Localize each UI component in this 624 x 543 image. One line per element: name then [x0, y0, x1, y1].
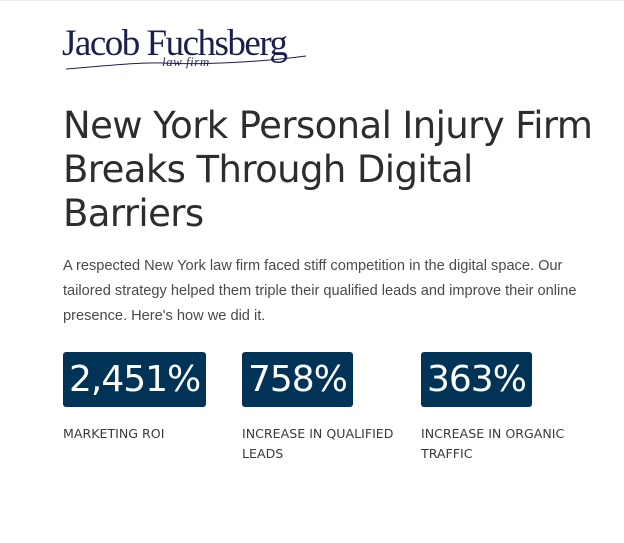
page-title: New York Personal Injury Firm Breaks Thr…: [63, 104, 593, 235]
intro-paragraph: A respected New York law firm faced stif…: [63, 258, 577, 324]
stat-label: INCREASE IN QUALIFIED LEADS: [242, 426, 394, 461]
stat-organic-traffic: 363% INCREASE IN ORGANIC TRAFFIC: [421, 352, 596, 464]
firm-logo[interactable]: Jacob Fuchsberg law firm: [62, 22, 312, 76]
stat-qualified-leads: 758% INCREASE IN QUALIFIED LEADS: [242, 352, 412, 464]
top-divider: [0, 0, 624, 1]
stat-label: INCREASE IN ORGANIC TRAFFIC: [421, 426, 565, 461]
stat-value: 363%: [421, 352, 532, 407]
stat-value: 758%: [242, 352, 353, 407]
stat-value: 2,451%: [63, 352, 207, 407]
stat-marketing-roi: 2,451% MARKETING ROI: [63, 352, 233, 444]
logo-wordmark: Jacob Fuchsberg: [62, 23, 288, 64]
logo-swash-icon: [65, 55, 307, 70]
stat-label: MARKETING ROI: [63, 426, 165, 441]
logo-tagline: law firm: [162, 54, 210, 69]
